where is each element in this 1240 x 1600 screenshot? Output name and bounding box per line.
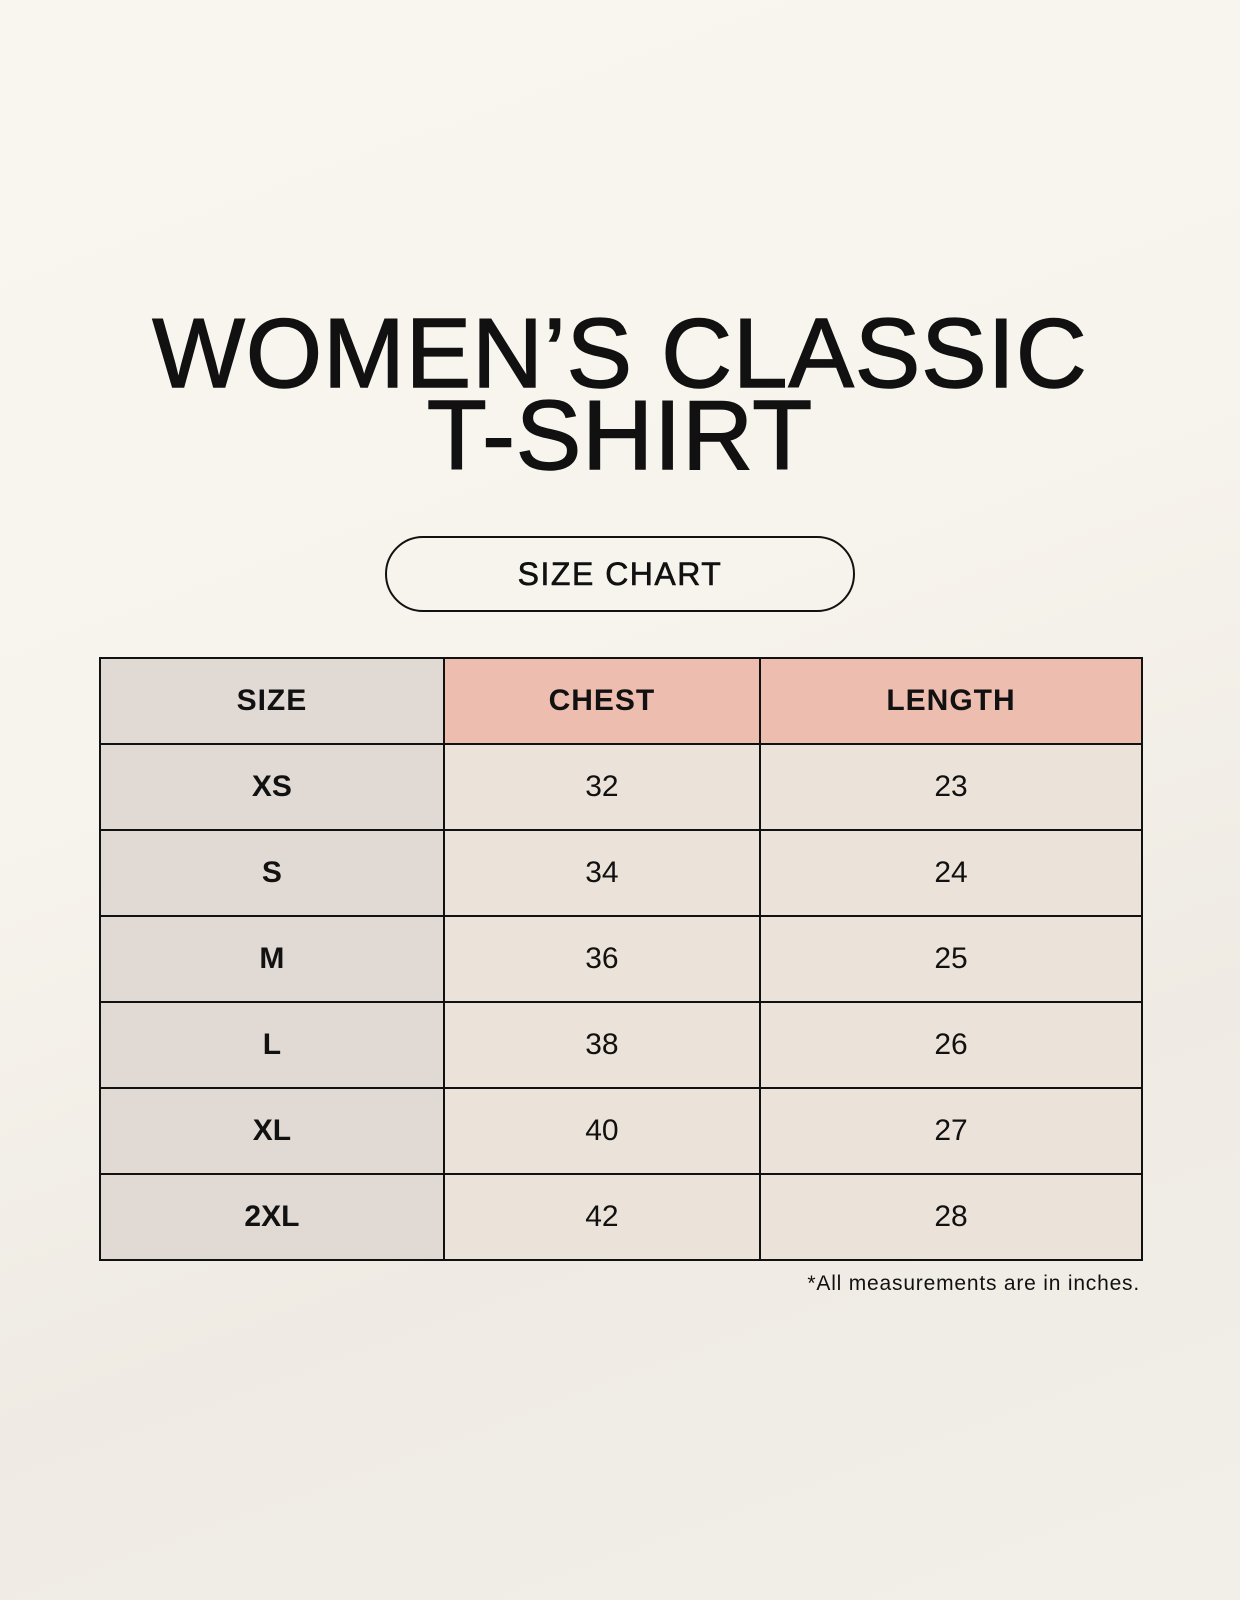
size-table: SIZE CHEST LENGTH XS 32 23 S 34 24 M 36 … [99,657,1143,1261]
length-cell: 27 [759,1087,1143,1175]
table-row: XL 40 27 [99,1087,1143,1175]
header-chest: CHEST [442,657,762,745]
length-cell: 23 [759,743,1143,831]
table-row: M 36 25 [99,915,1143,1003]
footnote: *All measurements are in inches. [807,1272,1140,1295]
header-size: SIZE [99,657,445,745]
chest-cell: 34 [442,829,762,917]
size-cell: XS [99,743,445,831]
table-row: S 34 24 [99,829,1143,917]
size-cell: L [99,1001,445,1089]
header-length: LENGTH [759,657,1143,745]
size-cell: XL [99,1087,445,1175]
size-cell: S [99,829,445,917]
chest-cell: 42 [442,1173,762,1261]
size-cell: 2XL [99,1173,445,1261]
size-chart-label: SIZE CHART [385,536,855,612]
length-cell: 28 [759,1173,1143,1261]
length-cell: 24 [759,829,1143,917]
title-line-2: T-SHIRT [426,380,814,490]
table-row: 2XL 42 28 [99,1173,1143,1261]
table-row: L 38 26 [99,1001,1143,1089]
title-line-1: WOMEN’S CLASSIC [152,298,1088,408]
page-title: WOMEN’S CLASSIC T-SHIRT [0,298,1240,490]
length-cell: 26 [759,1001,1143,1089]
length-cell: 25 [759,915,1143,1003]
chest-cell: 36 [442,915,762,1003]
table-row: XS 32 23 [99,743,1143,831]
chest-cell: 40 [442,1087,762,1175]
chest-cell: 38 [442,1001,762,1089]
size-cell: M [99,915,445,1003]
table-header-row: SIZE CHEST LENGTH [99,657,1143,745]
chest-cell: 32 [442,743,762,831]
